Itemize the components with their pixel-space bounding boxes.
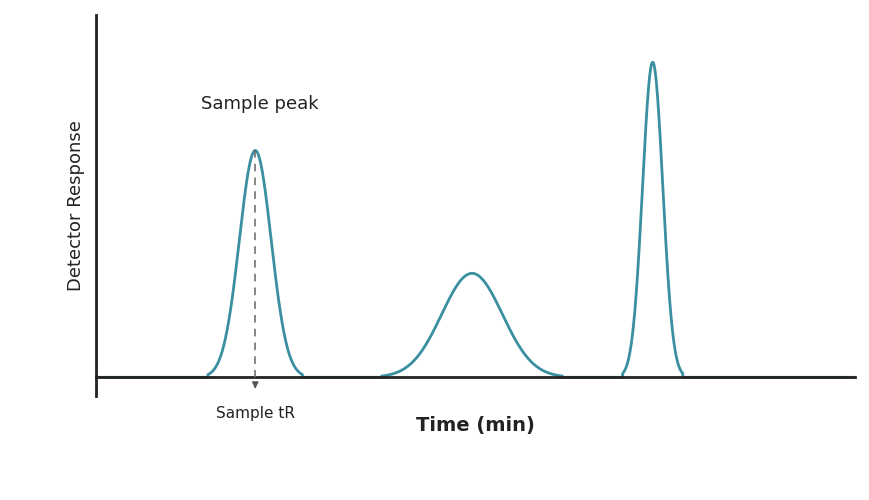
Y-axis label: Detector Response: Detector Response (67, 120, 85, 291)
Text: Sample peak: Sample peak (201, 94, 318, 112)
Text: Sample tR: Sample tR (216, 406, 295, 422)
X-axis label: Time (min): Time (min) (415, 416, 534, 435)
